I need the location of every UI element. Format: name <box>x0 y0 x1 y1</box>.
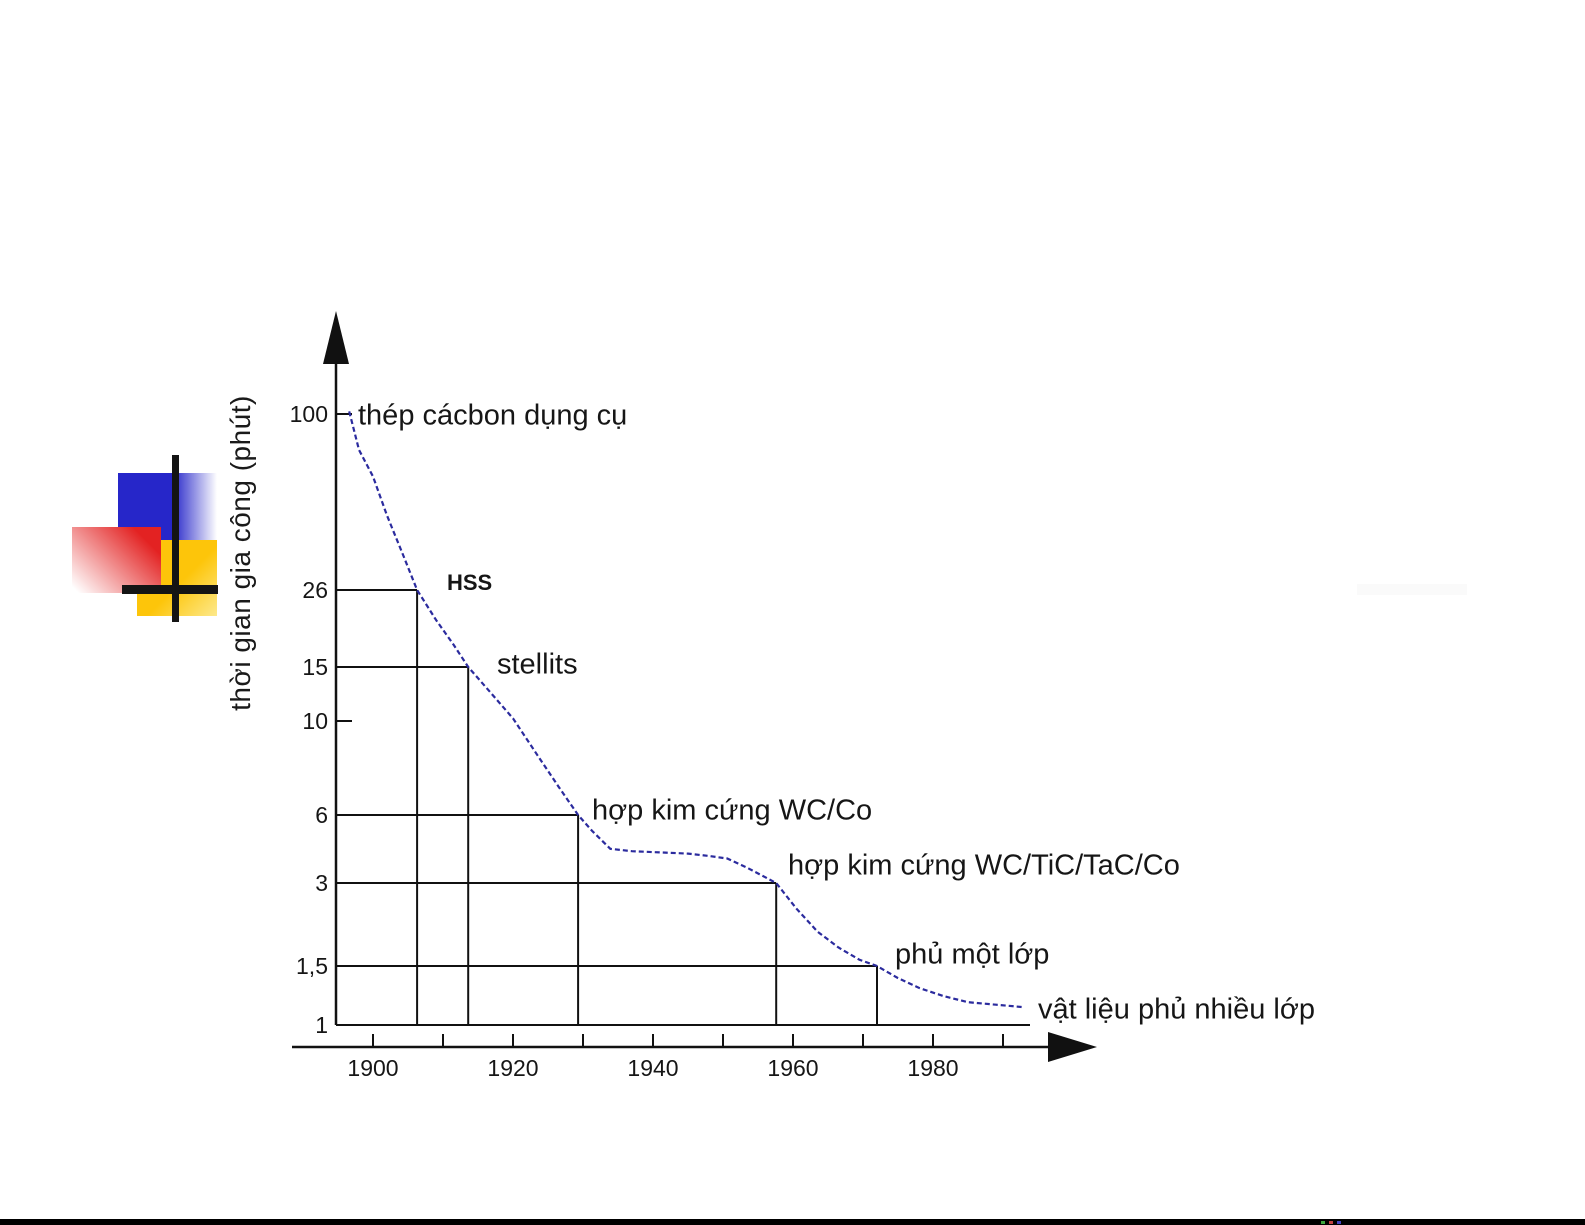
milestone-label-0: thép cácbon dụng cụ <box>358 400 627 432</box>
milestone-label-5: phủ một lớp <box>895 939 1049 971</box>
y-tick-label: 100 <box>290 401 328 427</box>
milestone-label-4: hợp kim cứng WC/TiC/TaC/Co <box>788 850 1180 882</box>
bottom-bar-dot-blue <box>1337 1221 1341 1224</box>
y-axis-arrow-icon <box>323 311 349 364</box>
y-tick-label: 6 <box>315 802 328 828</box>
logo-vertical-bar <box>172 455 179 622</box>
milestone-label-3: hợp kim cứng WC/Co <box>592 795 872 827</box>
x-axis-arrow-icon <box>1048 1032 1097 1062</box>
milestone-label-6: vật liệu phủ nhiều lớp <box>1038 994 1315 1026</box>
x-tick-label: 1920 <box>487 1055 538 1081</box>
y-tick-label: 26 <box>302 577 328 603</box>
faint-artifact <box>1357 584 1467 595</box>
bottom-bar-dot-green <box>1321 1221 1325 1224</box>
y-tick-label: 15 <box>302 654 328 680</box>
tool-life-curve <box>348 411 1025 1009</box>
logo-red-square <box>72 527 161 593</box>
y-tick-label: 1 <box>315 1012 328 1038</box>
x-tick-label: 1900 <box>347 1055 398 1081</box>
logo-horizontal-bar <box>122 585 218 594</box>
x-tick-label: 1980 <box>907 1055 958 1081</box>
y-tick-label: 10 <box>302 708 328 734</box>
x-tick-label: 1960 <box>767 1055 818 1081</box>
x-tick-label: 1940 <box>627 1055 678 1081</box>
y-tick-label: 3 <box>315 870 328 896</box>
bottom-bar-dot-red <box>1329 1221 1333 1224</box>
milestone-label-2: stellits <box>497 649 578 681</box>
milestone-label-1: HSS <box>447 570 492 595</box>
y-tick-label: 1,5 <box>296 953 328 979</box>
bottom-bar <box>0 1219 1585 1225</box>
